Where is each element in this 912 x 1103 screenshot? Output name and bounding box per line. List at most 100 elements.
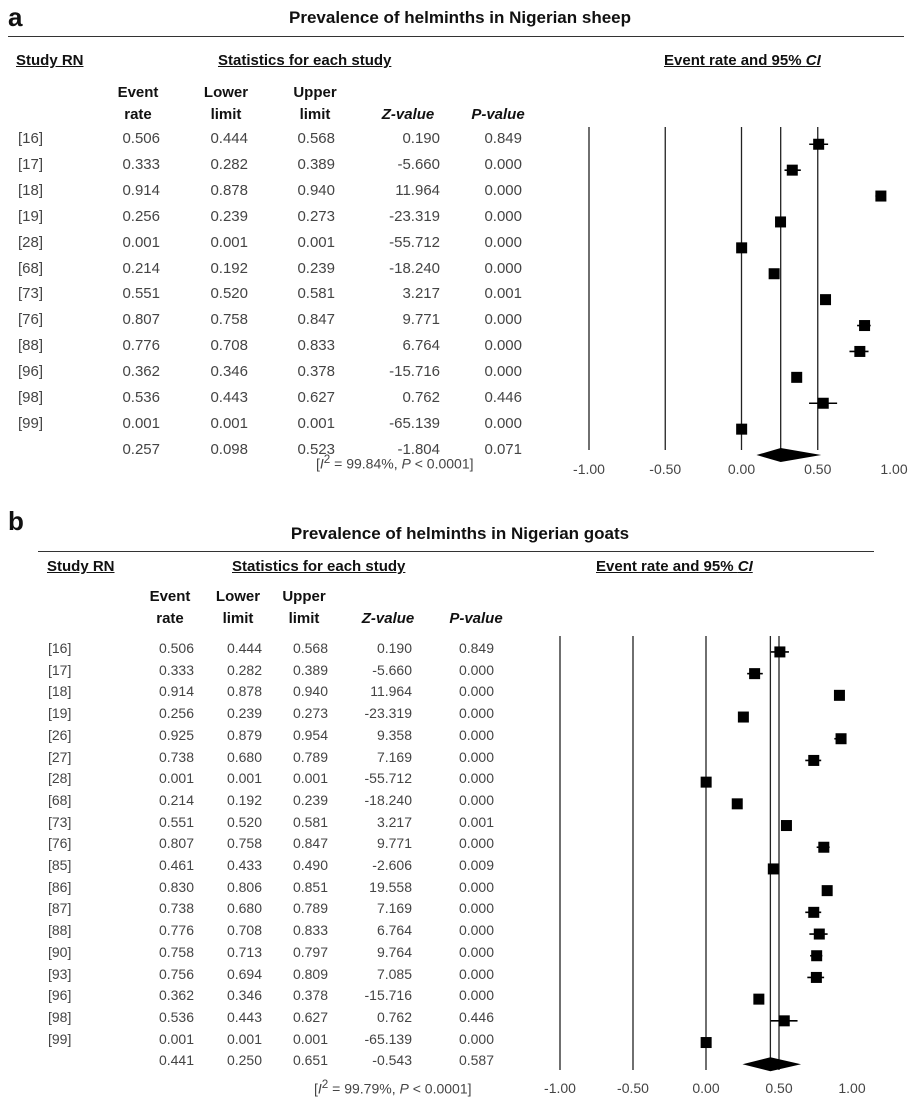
rate-cell: 0.756 [158, 965, 194, 982]
rate-cell: 0.001 [158, 1030, 194, 1047]
upper-cell: 0.809 [292, 965, 328, 982]
z-cell: 9.771 [376, 835, 412, 852]
study-id-cell: [27] [48, 748, 72, 765]
upper-cell: 0.940 [292, 683, 328, 700]
rate-cell: 0.001 [158, 770, 194, 787]
rate-cell: 0.214 [122, 259, 160, 277]
rate-cell: 0.333 [122, 155, 160, 173]
upper-cell: 0.273 [297, 207, 335, 225]
z-cell: 3.217 [376, 813, 412, 830]
col-head-event-b: Event rate [149, 588, 191, 627]
z-cell: 6.764 [376, 922, 412, 939]
p-cell: 0.000 [458, 835, 494, 852]
point-marker [731, 798, 743, 810]
point-marker [875, 190, 887, 202]
z-cell: -5.660 [397, 155, 440, 173]
rate-cell: 0.776 [158, 922, 194, 939]
p-cell: 0.000 [484, 311, 522, 329]
point-marker [736, 242, 748, 254]
study-id-cell: [88] [48, 922, 72, 939]
summary-lower-cell: 0.098 [210, 440, 248, 458]
study-id-cell: [99] [18, 414, 44, 432]
z-cell: -15.716 [389, 363, 440, 381]
z-cell: 0.762 [402, 389, 440, 406]
summary-lower-cell: 0.250 [226, 1052, 262, 1069]
upper-cell: 0.789 [292, 900, 328, 917]
study-id-cell: [68] [48, 791, 72, 808]
summary-z-cell: -0.543 [372, 1052, 412, 1069]
x-tick-label: -0.50 [649, 461, 681, 477]
upper-cell: 0.789 [292, 748, 328, 765]
p-cell: 0.000 [484, 207, 522, 225]
study-id-cell: [18] [18, 181, 44, 199]
lower-cell: 0.680 [226, 900, 262, 917]
lower-cell: 0.520 [226, 813, 262, 830]
upper-cell: 0.847 [297, 311, 335, 329]
lower-cell: 0.680 [226, 748, 262, 765]
z-cell: 6.764 [402, 337, 440, 355]
upper-cell: 0.001 [292, 770, 328, 787]
title-rule-a [8, 36, 904, 37]
upper-cell: 0.378 [292, 987, 328, 1004]
col-head-lower-b: Lower limit [215, 588, 261, 627]
point-marker [808, 906, 820, 918]
lower-cell: 0.192 [226, 791, 262, 808]
x-tick-label: -1.00 [544, 1080, 576, 1096]
study-id-cell: [68] [18, 259, 44, 277]
x-tick-label: 1.00 [880, 461, 907, 477]
rate-cell: 0.830 [158, 878, 194, 895]
upper-cell: 0.847 [292, 835, 328, 852]
study-id-cell: [96] [48, 987, 72, 1004]
study-id-cell: [87] [48, 900, 72, 917]
lower-cell: 0.879 [226, 726, 262, 743]
rate-cell: 0.001 [122, 233, 160, 251]
lower-cell: 0.878 [226, 683, 262, 700]
rate-cell: 0.506 [158, 640, 194, 656]
lower-cell: 0.001 [210, 233, 248, 251]
upper-cell: 0.001 [297, 414, 335, 432]
upper-cell: 0.239 [292, 791, 328, 808]
rate-cell: 0.776 [122, 337, 160, 355]
col-head-z-a: Z-value [381, 106, 435, 123]
rate-cell: 0.536 [158, 1008, 194, 1025]
rate-cell: 0.001 [122, 414, 160, 432]
x-tick-label: 0.50 [765, 1080, 792, 1096]
point-marker [774, 646, 786, 658]
upper-cell: 0.627 [297, 389, 335, 406]
point-marker [767, 863, 779, 875]
lower-cell: 0.282 [210, 155, 248, 173]
z-cell: 7.085 [376, 965, 412, 982]
col-head-p-a: P-value [471, 106, 525, 123]
lower-cell: 0.282 [226, 661, 262, 678]
upper-cell: 0.940 [297, 181, 335, 199]
x-tick-label: 0.00 [692, 1080, 719, 1096]
p-cell: 0.001 [484, 285, 522, 303]
p-cell: 0.000 [458, 943, 494, 960]
rate-cell: 0.551 [158, 813, 194, 830]
p-cell: 0.000 [484, 233, 522, 251]
rate-cell: 0.914 [122, 181, 160, 199]
lower-cell: 0.444 [226, 640, 262, 656]
p-cell: 0.000 [458, 965, 494, 982]
lower-cell: 0.001 [226, 1030, 262, 1047]
p-cell: 0.000 [484, 337, 522, 355]
z-cell: -65.139 [364, 1030, 412, 1047]
summary-rate-cell: 0.441 [158, 1052, 194, 1069]
col-head-lower-a: Lower limit [203, 84, 249, 123]
summary-upper-cell: 0.523 [297, 440, 335, 458]
study-id-cell: [99] [48, 1030, 72, 1047]
z-cell: -55.712 [364, 770, 412, 787]
x-tick-label: 0.00 [728, 461, 755, 477]
lower-cell: 0.806 [226, 878, 262, 895]
summary-diamond [756, 448, 822, 463]
point-marker [791, 371, 803, 383]
point-marker [736, 423, 748, 435]
p-cell: 0.000 [484, 181, 522, 199]
p-cell: 0.446 [458, 1008, 494, 1025]
point-marker [813, 928, 825, 940]
lower-cell: 0.758 [226, 835, 262, 852]
study-id-cell: [26] [48, 726, 72, 743]
study-id-cell: [16] [48, 640, 72, 656]
study-id-cell: [98] [18, 389, 44, 406]
